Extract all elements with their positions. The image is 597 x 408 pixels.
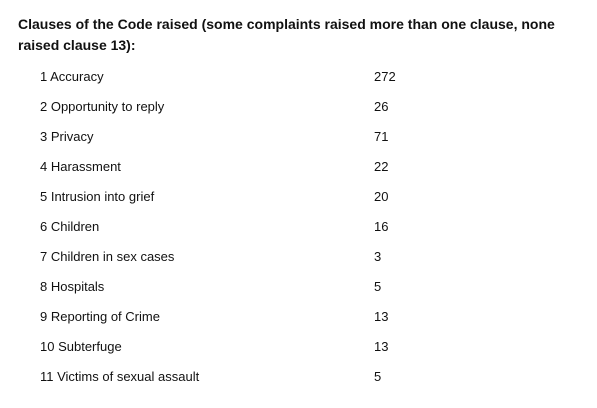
clause-count: 26 (374, 99, 389, 114)
clause-name: 7 Children in sex cases (40, 249, 175, 264)
table-row: 8 Hospitals 5 (40, 272, 460, 302)
clause-count: 3 (374, 249, 382, 264)
table-row: 3 Privacy 71 (40, 122, 460, 152)
clause-name: 11 Victims of sexual assault (40, 369, 200, 384)
clause-count: 272 (374, 69, 396, 84)
clause-count: 20 (374, 189, 389, 204)
clause-name: 8 Hospitals (40, 279, 105, 294)
table-row: 1 Accuracy 272 (40, 62, 460, 92)
table-row: 7 Children in sex cases 3 (40, 242, 460, 272)
section-heading: Clauses of the Code raised (some complai… (18, 16, 555, 53)
table-row: 4 Harassment 22 (40, 152, 460, 182)
table-row: 10 Subterfuge 13 (40, 332, 460, 362)
clause-count: 16 (374, 219, 389, 234)
clause-count: 71 (374, 129, 389, 144)
clause-count: 5 (374, 369, 382, 384)
clause-count: 22 (374, 159, 389, 174)
table-row: 6 Children 16 (40, 212, 460, 242)
clause-name: 5 Intrusion into grief (40, 189, 155, 204)
clause-name: 2 Opportunity to reply (40, 99, 165, 114)
table-row: 2 Opportunity to reply 26 (40, 92, 460, 122)
clause-name: 9 Reporting of Crime (40, 309, 160, 324)
clause-name: 6 Children (40, 219, 100, 234)
table-row: 9 Reporting of Crime 13 (40, 302, 460, 332)
clause-name: 3 Privacy (40, 129, 94, 144)
clause-name: 10 Subterfuge (40, 339, 122, 354)
table-row: 5 Intrusion into grief 20 (40, 182, 460, 212)
clause-name: 4 Harassment (40, 159, 121, 174)
clause-count: 13 (374, 309, 389, 324)
clause-name: 1 Accuracy (40, 69, 104, 84)
clause-count: 13 (374, 339, 389, 354)
clause-table: 1 Accuracy 272 2 Opportunity to reply 26… (40, 62, 460, 392)
table-row: 11 Victims of sexual assault 5 (40, 362, 460, 392)
clause-count: 5 (374, 279, 382, 294)
